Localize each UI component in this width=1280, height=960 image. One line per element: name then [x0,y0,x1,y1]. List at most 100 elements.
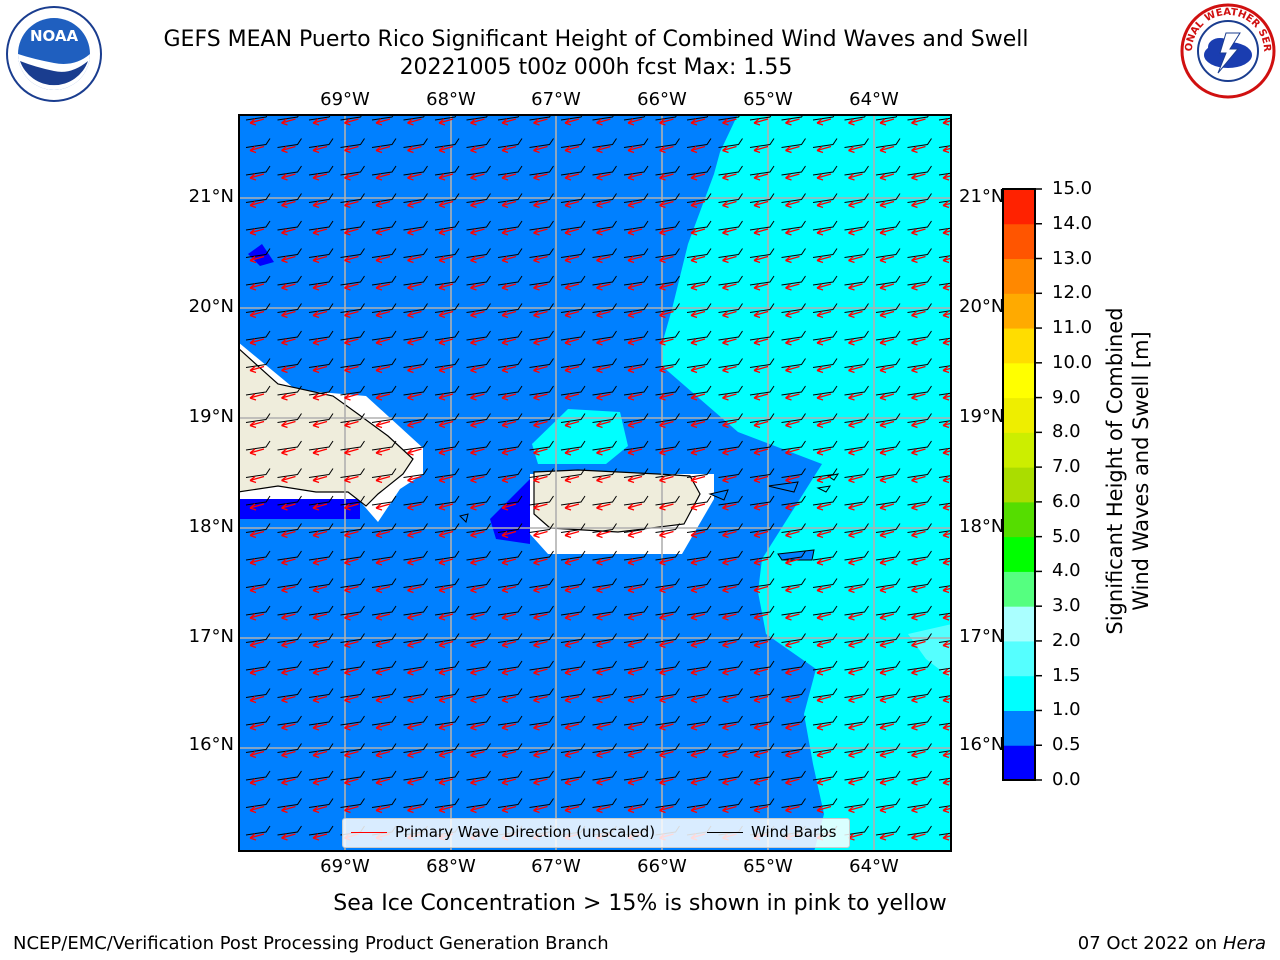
wave-direction-arrow [785,805,800,814]
wind-barb [245,578,271,588]
wave-direction-arrow [627,805,643,814]
wave-direction-arrow [848,448,863,456]
wind-barb [781,688,806,698]
wave-direction-arrow [344,283,359,291]
wind-barb [245,358,271,368]
wind-barb [529,495,554,506]
wind-barb [844,605,869,616]
wind-barb [371,413,397,423]
wave-direction-arrow [848,723,863,731]
wind-barb [844,770,869,781]
wave-direction-arrow [879,310,895,319]
wind-barb [403,440,428,451]
wind-barb [434,605,460,616]
wave-direction-arrow [659,118,674,126]
wind-barb [749,523,775,533]
wave-direction-arrow [344,173,359,181]
wind-barb [718,715,743,726]
wave-direction-arrow [911,338,926,346]
wave-direction-arrow [753,805,769,814]
wave-direction-arrow [470,613,485,621]
wind-barb [749,385,775,396]
wave-direction-arrow [816,365,832,374]
wind-barb [592,578,617,588]
colorbar-label-line2: Wind Waves and Swell [m] [1129,331,1153,611]
wave-direction-arrow [249,530,265,539]
wave-direction-arrow [690,118,706,126]
wind-barb [749,138,775,148]
wind-barb [686,440,712,451]
wind-barb [434,578,460,588]
wave-direction-arrow [533,145,548,154]
wind-barb [434,770,460,781]
wind-barb [277,688,302,698]
wave-direction-arrow [911,668,926,676]
wave-direction-arrow [344,558,359,566]
wind-barb [403,770,428,781]
wave-direction-arrow [281,338,296,346]
wind-barb [623,660,649,671]
wave-direction-arrow [690,558,706,566]
wind-barb [686,688,712,698]
wind-barb [844,358,869,368]
wind-barb [655,193,680,203]
wind-barb [466,468,491,478]
wind-barb [938,667,952,671]
wind-barb [529,440,554,451]
wind-barb [812,660,838,671]
wind-barb [560,715,586,726]
wind-barb [655,138,680,148]
wind-barb [403,220,428,231]
wind-barb [371,193,397,203]
wave-direction-arrow [533,228,548,236]
wave-direction-arrow [281,723,296,731]
footer-date-text: 07 Oct 2022 on [1077,933,1223,954]
wind-barb [655,220,680,231]
wave-direction-arrow [722,118,737,126]
wind-barb [686,248,712,258]
wind-barb [245,715,271,726]
wind-barb [749,743,775,753]
wave-direction-arrow [344,723,359,731]
wave-direction-arrow [375,750,391,759]
wind-barb [875,114,899,121]
wave-direction-arrow [753,118,769,126]
wind-barb [686,114,710,121]
wave-direction-arrow [627,145,643,154]
wave-direction-arrow [627,778,643,786]
wave-direction-arrow [879,668,895,676]
wave-direction-arrow [722,173,737,181]
wind-barb [277,114,301,121]
wave-direction-arrow [312,310,328,319]
wave-direction-arrow [848,228,863,236]
wave-direction-arrow [312,585,328,594]
wave-direction-arrow [344,613,359,621]
wind-barb [277,413,302,423]
wave-direction-arrow [690,530,706,539]
wave-direction-arrow [564,365,580,374]
wind-barb [403,385,428,396]
wind-barb [938,227,952,231]
wave-direction-arrow [564,200,580,209]
wind-barb [938,310,952,313]
wave-direction-arrow [407,805,422,814]
wind-barb [623,385,649,396]
wave-direction-arrow [470,558,485,566]
wave-direction-arrow [564,640,580,649]
wind-barb [497,358,523,368]
wind-barb [812,303,838,313]
wind-barb [371,770,397,781]
wind-barb [560,275,586,286]
wave-direction-arrow [281,585,296,594]
wind-barb [466,275,491,286]
wind-barb [592,770,617,781]
wave-direction-arrow [533,173,548,181]
wave-direction-arrow [438,255,454,264]
wind-barb [466,550,491,561]
wind-barb [529,660,554,671]
wind-barb [718,798,743,808]
wind-barb [655,468,680,478]
wind-barb [245,385,271,396]
wind-barb [403,468,428,478]
wind-barb [466,303,491,313]
